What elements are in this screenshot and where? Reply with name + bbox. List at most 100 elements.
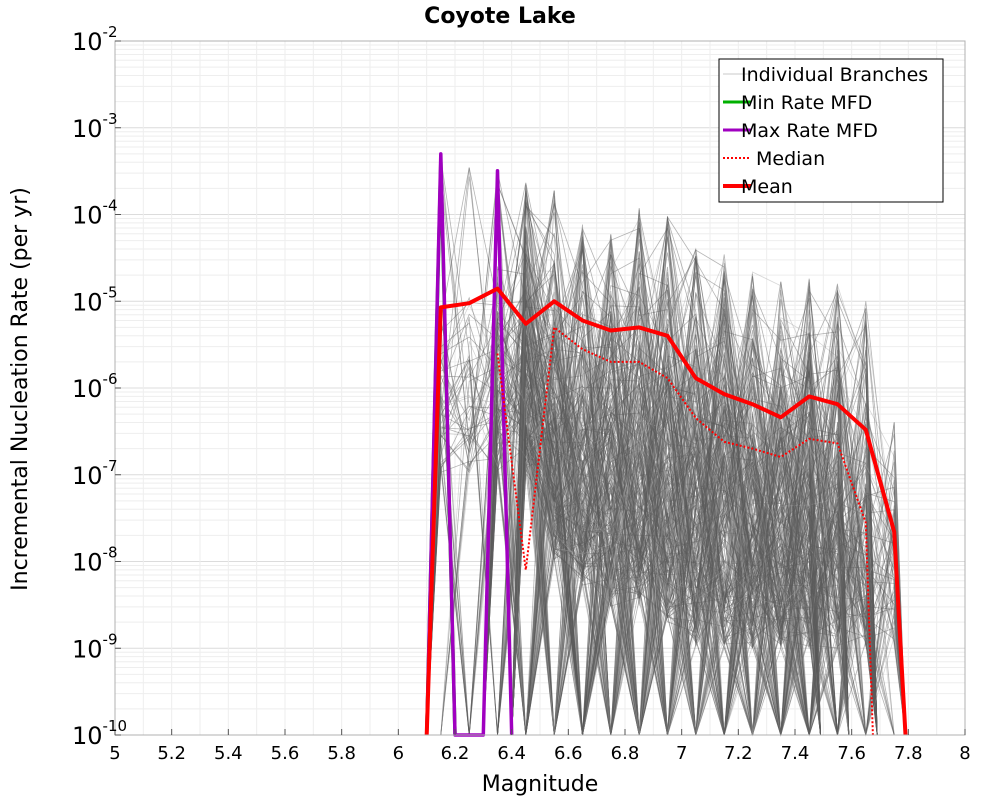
branch-line [511, 195, 849, 736]
branch-line [511, 417, 821, 736]
y-tick-label: 10-3 [72, 110, 118, 143]
branch-line [482, 356, 821, 736]
branch-line [483, 285, 878, 736]
y-axis-label: Incremental Nucleation Rate (per yr) [8, 187, 33, 591]
branch-line [511, 251, 878, 736]
branch-line [426, 222, 906, 736]
x-tick-label: 5.8 [327, 743, 356, 764]
branch-line [511, 276, 821, 736]
branch-line [426, 239, 821, 736]
branch-line [482, 389, 821, 736]
x-tick-label: 7.4 [781, 743, 810, 764]
branch-line [511, 316, 906, 736]
mean-line [424, 286, 908, 736]
branch-line [511, 368, 878, 736]
branch-line [426, 271, 878, 736]
branch-line [426, 253, 821, 736]
branch-line [511, 406, 906, 736]
branch-line [511, 254, 821, 736]
branch-line [511, 256, 878, 736]
branch-line [483, 305, 878, 736]
branch-line [482, 266, 849, 736]
branch-line [511, 301, 850, 736]
branch-line [483, 200, 821, 736]
branch-line [511, 230, 878, 736]
legend-label: Individual Branches [741, 64, 928, 86]
x-axis-ticks: 5 5.2 5.4 5.6 5.8 6 6.2 6.4 6.6 6.8 7 7.2 7.4 7.6 7.8 8 [109, 729, 971, 764]
branch-line [511, 364, 906, 736]
branch-line [482, 260, 821, 736]
branch-line [482, 289, 850, 736]
branch-line [482, 377, 850, 736]
branch-line [511, 309, 878, 736]
x-tick-label: 5 [109, 743, 120, 764]
y-axis-ticks: 10-2 10-3 10-4 10-5 10-6 10-7 10-8 10-9 10-10 [72, 23, 127, 750]
branch-line [511, 227, 878, 736]
branch-line [511, 184, 850, 736]
branch-line [511, 330, 878, 736]
y-tick-label: 10-8 [72, 544, 118, 577]
branch-line [483, 331, 850, 736]
x-tick-label: 6.2 [441, 743, 470, 764]
branch-line [511, 253, 906, 736]
branch-line [511, 385, 878, 736]
x-tick-label: 7.6 [837, 743, 866, 764]
branch-line [426, 171, 878, 736]
branch-line [511, 294, 878, 736]
x-tick-label: 6.8 [611, 743, 640, 764]
branch-line [482, 260, 850, 736]
branch-line [482, 364, 821, 737]
y-tick-label: 10-10 [72, 717, 127, 750]
branch-line [511, 247, 850, 736]
branch-line [426, 232, 821, 736]
branch-line [482, 320, 821, 736]
branch-line [511, 288, 850, 736]
branch-line [482, 373, 821, 736]
branch-line [511, 279, 906, 736]
branch-line [426, 199, 821, 736]
branch-line [511, 285, 849, 736]
branch-line [511, 297, 821, 736]
branch-line [426, 276, 906, 736]
branch-line [511, 308, 850, 736]
branch-line [511, 256, 906, 736]
branch-line [483, 204, 849, 736]
branch-line [511, 240, 821, 736]
branch-line [511, 325, 878, 736]
branch-line [511, 421, 850, 736]
branch-line [482, 347, 906, 736]
chart-title: Coyote Lake [424, 4, 576, 29]
branch-line [426, 360, 878, 736]
branch-line [482, 315, 821, 736]
y-tick-label: 10-5 [72, 283, 118, 316]
branch-line [482, 205, 850, 736]
branch-line [511, 242, 878, 736]
branch-line [483, 212, 878, 736]
branch-line [426, 337, 821, 736]
branch-line [426, 275, 821, 736]
branch-line [511, 297, 850, 736]
branch-line [511, 410, 821, 736]
branch-line [426, 322, 821, 736]
branch-line [426, 271, 906, 736]
branch-line [482, 215, 906, 736]
branch-line [482, 338, 821, 736]
y-tick-label: 10-6 [72, 370, 118, 403]
branch-line [511, 234, 878, 736]
branch-line [426, 358, 906, 736]
branch-line [511, 249, 849, 736]
branch-line [511, 338, 878, 736]
x-axis-label: Magnitude [482, 772, 599, 797]
branch-line [511, 282, 850, 736]
x-tick-label: 7 [676, 743, 687, 764]
branch-line [482, 190, 850, 736]
branch-line [426, 192, 906, 736]
branch-line [426, 177, 821, 736]
branch-line [511, 238, 906, 736]
y-tick-label: 10-9 [72, 630, 118, 663]
branch-line [483, 271, 906, 736]
y-tick-label: 10-2 [72, 23, 118, 56]
branch-line [511, 355, 850, 736]
branch-line [426, 307, 906, 736]
branch-line [511, 331, 906, 736]
